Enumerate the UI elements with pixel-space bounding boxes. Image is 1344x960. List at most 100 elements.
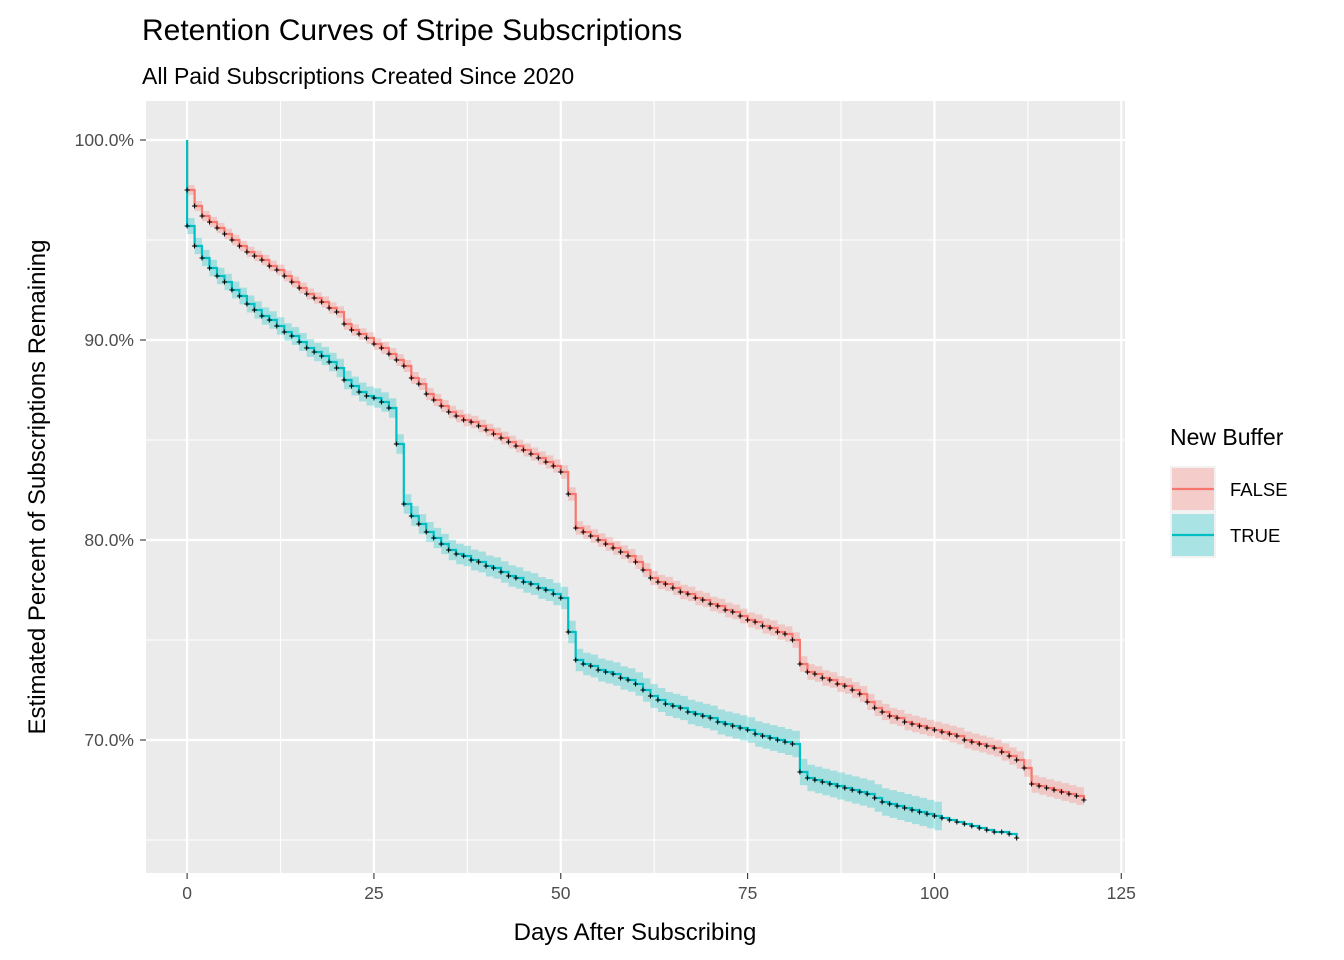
censor-mark (184, 223, 190, 229)
censor-mark (692, 595, 698, 601)
grid-major (146, 101, 1125, 873)
censor-mark (752, 731, 758, 737)
censor-mark (655, 697, 661, 703)
censor-mark (453, 413, 459, 419)
censor-mark (954, 733, 960, 739)
censor-mark (782, 631, 788, 637)
censor-mark (902, 719, 908, 725)
censor-mark (774, 629, 780, 635)
censor-mark (640, 687, 646, 693)
censor-mark (461, 553, 467, 559)
x-axis-title: Days After Subscribing (514, 919, 757, 946)
censor-mark (924, 725, 930, 731)
censor-mark (760, 733, 766, 739)
censor-mark (289, 279, 295, 285)
censor-mark (954, 819, 960, 825)
censor-mark (468, 557, 474, 563)
censor-mark (281, 329, 287, 335)
censor-mark (662, 581, 668, 587)
censor-mark (939, 815, 945, 821)
censor-mark (476, 559, 482, 565)
censor-mark (961, 737, 967, 743)
censor-mark (274, 323, 280, 329)
censor-mark (513, 443, 519, 449)
censor-mark (184, 187, 190, 193)
y-axis-title: Estimated Percent of Subscriptions Remai… (24, 240, 51, 735)
censor-mark (535, 455, 541, 461)
y-axis: 70.0% 80.0% 90.0% 100.0% (75, 130, 146, 750)
censor-mark (647, 575, 653, 581)
censor-mark (371, 395, 377, 401)
censor-mark (812, 777, 818, 783)
censor-mark (827, 781, 833, 787)
censor-marks (184, 187, 1087, 841)
censor-mark (789, 637, 795, 643)
censor-mark (894, 715, 900, 721)
censor-mark (916, 809, 922, 815)
legend-title: New Buffer (1170, 424, 1284, 450)
legend: New Buffer FALSE TRUE (1170, 424, 1288, 558)
censor-mark (565, 491, 571, 497)
censor-mark (573, 525, 579, 531)
censor-mark (386, 405, 392, 411)
censor-mark (894, 803, 900, 809)
censor-mark (289, 333, 295, 339)
censor-mark (745, 617, 751, 623)
censor-mark (199, 213, 205, 219)
chart-subtitle: All Paid Subscriptions Created Since 202… (142, 63, 574, 89)
censor-mark (588, 533, 594, 539)
grid-minor (146, 101, 1125, 873)
censor-mark (789, 741, 795, 747)
censor-mark (939, 729, 945, 735)
censor-mark (251, 307, 257, 313)
censor-mark (834, 681, 840, 687)
censor-mark (281, 273, 287, 279)
censor-mark (378, 399, 384, 405)
censor-mark (520, 447, 526, 453)
censor-mark (476, 423, 482, 429)
x-tick-label: 50 (551, 883, 571, 903)
censor-mark (214, 225, 220, 231)
censor-mark (976, 825, 982, 831)
censor-mark (520, 579, 526, 585)
censor-mark (969, 739, 975, 745)
censor-mark (991, 745, 997, 751)
x-tick-label: 75 (738, 883, 757, 903)
censor-mark (774, 737, 780, 743)
censor-mark (610, 671, 616, 677)
censor-mark (244, 301, 250, 307)
censor-mark (902, 805, 908, 811)
censor-mark (976, 741, 982, 747)
censor-mark (207, 265, 213, 271)
censor-mark (573, 657, 579, 663)
censor-mark (244, 249, 250, 255)
censor-mark (528, 451, 534, 457)
censor-mark (416, 521, 422, 527)
censor-mark (677, 589, 683, 595)
censor-mark (378, 345, 384, 351)
censor-mark (737, 725, 743, 731)
y-tick-label: 100.0% (75, 130, 134, 150)
censor-mark (827, 677, 833, 683)
censor-mark (214, 273, 220, 279)
censor-mark (1073, 793, 1079, 799)
x-axis: 0 25 50 75 100 125 (182, 873, 1136, 903)
censor-mark (946, 731, 952, 737)
censor-mark (737, 613, 743, 619)
censor-mark (274, 267, 280, 273)
y-tick-label: 90.0% (84, 330, 134, 350)
censor-mark (483, 563, 489, 569)
censor-mark (969, 823, 975, 829)
censor-mark (221, 279, 227, 285)
censor-mark (633, 559, 638, 565)
censor-mark (207, 219, 213, 225)
censor-mark (229, 237, 235, 243)
censor-mark (887, 713, 893, 719)
censor-mark (685, 591, 691, 597)
censor-mark (640, 567, 646, 573)
censor-mark (236, 243, 242, 249)
censor-mark (356, 331, 362, 337)
censor-mark (767, 625, 773, 631)
censor-mark (782, 739, 788, 745)
censor-mark (647, 693, 653, 699)
